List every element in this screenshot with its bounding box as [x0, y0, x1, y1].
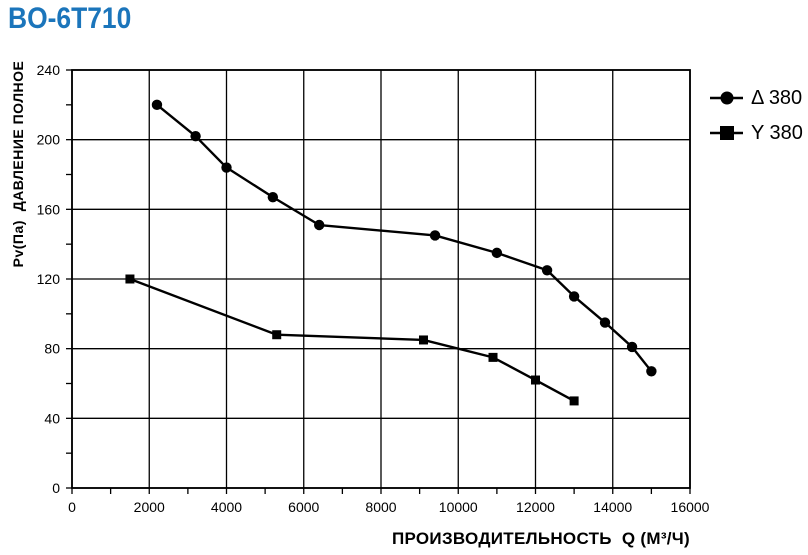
svg-text:40: 40	[44, 410, 60, 426]
svg-text:12000: 12000	[516, 499, 555, 515]
svg-text:120: 120	[37, 271, 61, 287]
svg-text:2000: 2000	[134, 499, 165, 515]
svg-text:14000: 14000	[593, 499, 632, 515]
svg-text:10000: 10000	[439, 499, 478, 515]
svg-text:160: 160	[37, 201, 61, 217]
svg-text:16000: 16000	[671, 499, 710, 515]
svg-text:80: 80	[44, 341, 60, 357]
svg-text:6000: 6000	[288, 499, 319, 515]
svg-text:0: 0	[52, 480, 60, 496]
svg-text:0: 0	[68, 499, 76, 515]
svg-text:Y 380: Y 380	[751, 122, 803, 144]
svg-text:200: 200	[37, 132, 61, 148]
svg-text:8000: 8000	[365, 499, 396, 515]
svg-text:Δ 380: Δ 380	[751, 87, 802, 109]
svg-text:4000: 4000	[211, 499, 242, 515]
svg-text:240: 240	[37, 62, 61, 78]
